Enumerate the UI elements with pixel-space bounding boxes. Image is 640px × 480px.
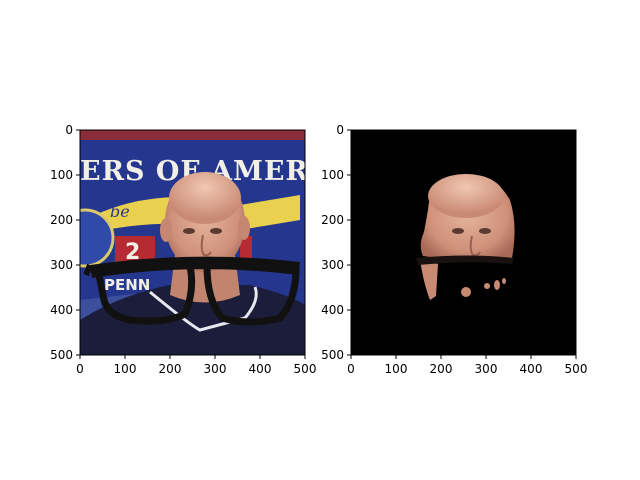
mask-eye-right (479, 228, 491, 234)
mask-blob-2 (484, 283, 490, 289)
left-x-tick-label: 300 (204, 362, 227, 376)
right-y-tick-label: 100 (321, 168, 344, 182)
right-x-ticks: 0 100 200 300 400 500 (347, 355, 587, 376)
left-y-tick-label: 0 (65, 123, 73, 137)
eye-right (210, 228, 222, 234)
right-y-ticks: 0 100 200 300 400 500 (321, 123, 351, 362)
glasses-overlay (83, 256, 300, 326)
left-y-tick-label: 300 (50, 258, 73, 272)
shirt (80, 285, 305, 355)
banner-number: 2 (125, 240, 140, 265)
right-y-tick-label: 500 (321, 348, 344, 362)
mask-lower-face (420, 260, 438, 300)
right-x-tick-label: 500 (565, 362, 588, 376)
left-y-tick-label: 500 (50, 348, 73, 362)
mask-eye-left (452, 228, 464, 234)
left-x-tick-label: 400 (249, 362, 272, 376)
left-y-tick-label: 200 (50, 213, 73, 227)
left-y-ticks: 0 100 200 300 400 500 (50, 123, 80, 362)
right-y-tick-label: 0 (336, 123, 344, 137)
left-x-ticks: 0 100 200 300 400 500 (76, 355, 316, 376)
ear-right (238, 216, 250, 240)
left-x-tick-label: 0 (76, 362, 84, 376)
right-x-tick-label: 300 (475, 362, 498, 376)
right-y-tick-label: 400 (321, 303, 344, 317)
right-x-tick-label: 200 (430, 362, 453, 376)
banner-penn-text: PENN (104, 276, 150, 294)
banner-swoosh-right (240, 195, 300, 230)
banner-red-box-right (240, 236, 252, 264)
left-y-tick-label: 400 (50, 303, 73, 317)
glasses-lens-right (203, 260, 300, 326)
eye-left (183, 228, 195, 234)
mask-blob-4 (502, 278, 506, 284)
shirt-collar (149, 286, 258, 332)
right-y-tick-label: 200 (321, 213, 344, 227)
right-axes-frame (350, 129, 577, 356)
left-x-tick-label: 200 (159, 362, 182, 376)
mask-blob-1 (461, 287, 471, 297)
right-axes: 0 100 200 300 400 500 0 100 200 300 400 500 (321, 123, 587, 376)
left-y-tick-label: 100 (50, 168, 73, 182)
glasses-lens-left (93, 261, 196, 325)
mask-blob-3 (494, 280, 500, 290)
banner-top-strip (80, 130, 305, 140)
right-y-tick-label: 300 (321, 258, 344, 272)
mask-glasses-edge (416, 255, 514, 265)
banner-script-text: be (110, 202, 130, 221)
left-x-tick-label: 500 (294, 362, 317, 376)
right-x-tick-label: 0 (347, 362, 355, 376)
right-x-tick-label: 100 (385, 362, 408, 376)
left-axes: 0 100 200 300 400 500 0 100 200 300 400 500 (50, 123, 316, 376)
bald-top (169, 172, 241, 224)
left-x-tick-label: 100 (114, 362, 137, 376)
right-x-tick-label: 400 (520, 362, 543, 376)
left-image-panel: ERS OF AMERICA be 2 PENN (80, 130, 305, 355)
left-axes-frame (79, 129, 306, 356)
ear-left (160, 218, 172, 242)
glasses-arm-left (83, 263, 93, 277)
right-image-panel (351, 130, 576, 355)
banner-emblem (80, 208, 115, 268)
mask-nose (469, 235, 481, 257)
nose (200, 234, 212, 257)
mask-bald-top (428, 174, 504, 218)
